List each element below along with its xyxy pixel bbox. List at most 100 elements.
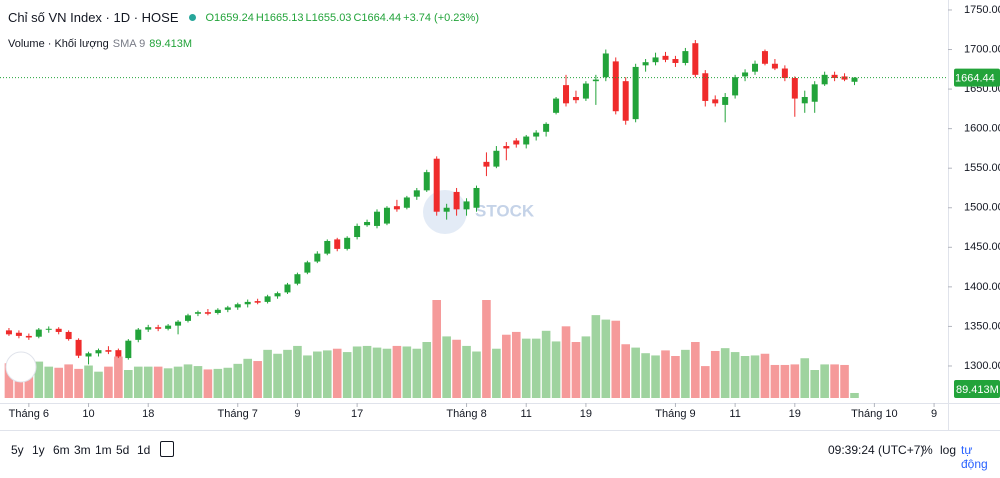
range-button[interactable]: 5y <box>11 443 24 457</box>
x-tick-label: 19 <box>789 408 801 420</box>
volume-bar <box>531 338 541 398</box>
volume-bar <box>104 366 113 398</box>
last-price-label: 1664.44 <box>955 73 995 85</box>
volume-bar <box>352 346 362 398</box>
y-tick-label: 1750.00 <box>964 4 1000 16</box>
date-range-icon[interactable] <box>160 441 174 457</box>
range-button[interactable]: 1y <box>32 443 45 457</box>
candle-body <box>473 187 480 208</box>
volume-bar <box>153 366 163 398</box>
volume-bar <box>462 345 471 398</box>
candle-body <box>15 332 22 336</box>
candle-body <box>75 339 82 356</box>
volume-bar <box>362 345 372 398</box>
candle-body <box>135 329 142 340</box>
candle-body <box>752 63 759 72</box>
volume-bar <box>54 367 63 398</box>
candle-body <box>423 172 430 191</box>
volume-bar <box>740 356 750 398</box>
candle-body <box>314 253 321 262</box>
candle-body <box>294 274 301 284</box>
low: L1655.03 <box>305 11 352 24</box>
volume-bar <box>392 345 402 398</box>
candle-body <box>393 206 400 210</box>
volume-bar <box>502 334 511 398</box>
candle-body <box>284 284 291 293</box>
volume-bar <box>750 355 760 398</box>
volume-legend: Volume · Khối lượng SMA 9 89.413M <box>8 38 192 50</box>
candle-body <box>374 211 381 226</box>
volume-bar <box>452 339 461 398</box>
volume-bar <box>173 366 183 398</box>
candle-body <box>413 190 420 197</box>
candle-body <box>732 77 739 96</box>
candle-body <box>543 123 550 132</box>
range-button[interactable]: 3m <box>74 443 91 457</box>
auto-toggle[interactable]: tự động <box>961 443 988 471</box>
volume-bar <box>780 364 790 398</box>
candle-body <box>264 296 271 302</box>
candle-body <box>244 301 251 305</box>
candle-body <box>5 330 12 335</box>
candle-body <box>622 81 629 121</box>
candle-body <box>612 61 619 112</box>
volume-bar <box>193 366 203 398</box>
volume-bar <box>213 368 223 398</box>
candle-body <box>45 328 52 330</box>
candle-body <box>403 197 410 208</box>
volume-bar <box>253 361 262 398</box>
candle-body <box>463 201 470 210</box>
candle-body <box>334 239 341 249</box>
last-price-box <box>954 68 1000 87</box>
candle-body <box>582 83 589 99</box>
volume-bar <box>800 358 810 398</box>
candle-body <box>761 51 768 64</box>
volume-bar <box>94 371 103 398</box>
volume-bar <box>84 365 93 398</box>
watermark: STOCK <box>475 201 535 220</box>
volume-bar <box>322 350 332 398</box>
candle-body <box>513 140 520 145</box>
candle-body <box>115 350 122 357</box>
candle-body <box>65 331 72 340</box>
volume-bar <box>850 392 859 398</box>
volume-bar <box>313 351 322 398</box>
candle-body <box>483 161 490 167</box>
candle-body <box>692 43 699 75</box>
y-tick-label: 1550.00 <box>964 162 1000 174</box>
candle-body <box>354 225 361 238</box>
range-button[interactable]: 1d <box>137 443 151 457</box>
candle-body <box>851 77 858 82</box>
candle-body <box>493 150 500 167</box>
candle-body <box>224 307 231 310</box>
x-tick-label: 9 <box>931 408 937 420</box>
volume-bar <box>790 364 800 398</box>
volume-bar <box>24 365 34 398</box>
percent-toggle[interactable]: % <box>922 443 933 457</box>
volume-bar <box>730 352 740 398</box>
range-button[interactable]: 5d <box>116 443 130 457</box>
candle-body <box>194 312 201 314</box>
candle-body <box>662 55 669 60</box>
volume-bar <box>671 356 680 398</box>
log-toggle[interactable]: log <box>940 443 957 457</box>
volume-bar <box>631 347 640 398</box>
y-tick-label: 1500.00 <box>964 202 1000 214</box>
tv-logo <box>5 351 37 383</box>
x-tick-label: 19 <box>580 408 592 420</box>
volume-bar <box>710 350 720 398</box>
range-button[interactable]: 6m <box>53 443 70 457</box>
volume-bar <box>482 300 491 398</box>
x-tick-label: 9 <box>294 408 300 420</box>
volume-bar <box>233 363 243 398</box>
volume-bar <box>64 364 73 398</box>
candle-body <box>503 146 510 149</box>
volume-bar <box>561 326 571 398</box>
volume-bar <box>591 315 601 398</box>
candle-body <box>592 79 599 82</box>
volume-value: 89.413M <box>149 38 193 50</box>
candle-body <box>553 98 560 113</box>
open: O1659.24 <box>205 11 254 24</box>
candle-body <box>433 158 440 212</box>
range-button[interactable]: 1m <box>95 443 112 457</box>
